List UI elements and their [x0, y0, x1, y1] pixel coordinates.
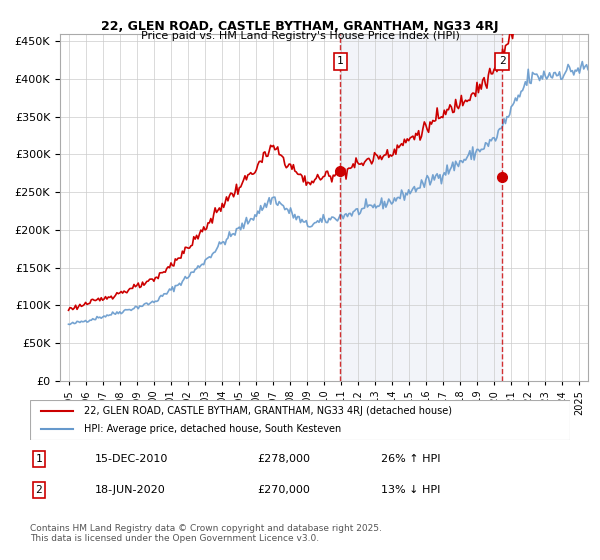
Text: 22, GLEN ROAD, CASTLE BYTHAM, GRANTHAM, NG33 4RJ: 22, GLEN ROAD, CASTLE BYTHAM, GRANTHAM, … — [101, 20, 499, 32]
Text: 22, GLEN ROAD, CASTLE BYTHAM, GRANTHAM, NG33 4RJ (detached house): 22, GLEN ROAD, CASTLE BYTHAM, GRANTHAM, … — [84, 407, 452, 417]
Text: £278,000: £278,000 — [257, 454, 310, 464]
Text: Contains HM Land Registry data © Crown copyright and database right 2025.
This d: Contains HM Land Registry data © Crown c… — [30, 524, 382, 543]
Bar — [340, 34, 502, 381]
Text: 15-DEC-2010: 15-DEC-2010 — [95, 454, 168, 464]
Text: Price paid vs. HM Land Registry's House Price Index (HPI): Price paid vs. HM Land Registry's House … — [140, 31, 460, 41]
Text: 2: 2 — [499, 57, 506, 67]
Text: 1: 1 — [337, 57, 344, 67]
Text: £270,000: £270,000 — [257, 485, 310, 495]
Text: 26% ↑ HPI: 26% ↑ HPI — [381, 454, 440, 464]
Text: 18-JUN-2020: 18-JUN-2020 — [95, 485, 166, 495]
Text: 13% ↓ HPI: 13% ↓ HPI — [381, 485, 440, 495]
Text: HPI: Average price, detached house, South Kesteven: HPI: Average price, detached house, Sout… — [84, 423, 341, 433]
Text: 2: 2 — [35, 485, 42, 495]
Text: 1: 1 — [35, 454, 42, 464]
FancyBboxPatch shape — [30, 400, 570, 440]
